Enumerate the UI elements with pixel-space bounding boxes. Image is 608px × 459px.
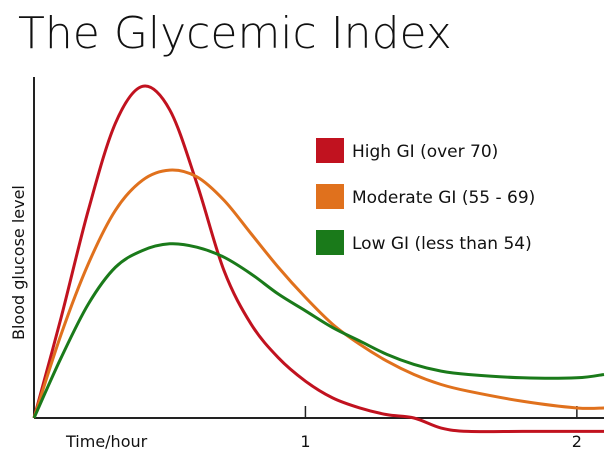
chart-title: The Glycemic Index [18,8,452,59]
y-axis-label: Blood glucose level [9,185,28,340]
legend-label-2: Low GI (less than 54) [352,234,532,254]
series-line-0 [32,84,604,434]
legend-swatch-0 [316,138,344,163]
x-tick-label: 2 [572,432,582,451]
legend-swatch-2 [316,230,344,255]
series-line-1 [32,168,605,419]
legend-label-1: Moderate GI (55 - 69) [352,188,535,208]
x-axis-label: Time/hour [65,432,148,451]
legend-label-0: High GI (over 70) [352,142,498,162]
x-tick-label: 1 [300,432,310,451]
series-lines [32,84,605,434]
legend: High GI (over 70) Moderate GI (55 - 69) Lo… [316,138,535,255]
series-line-2 [32,242,605,419]
legend-swatch-1 [316,184,344,209]
